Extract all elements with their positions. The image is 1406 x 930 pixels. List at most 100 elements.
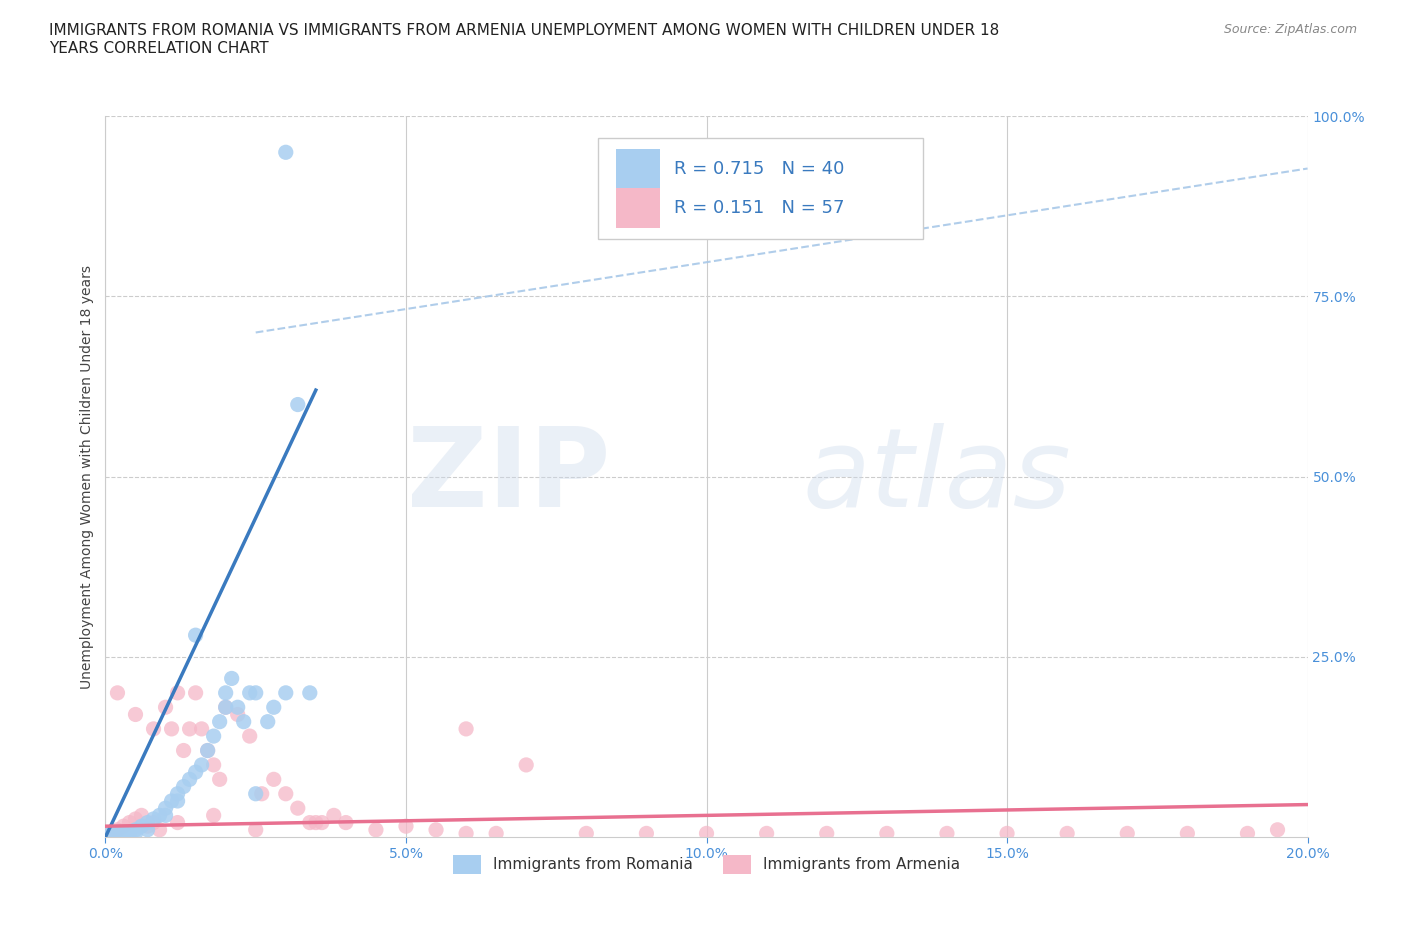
Point (1056, 826, 1078, 841)
Point (179, 722, 201, 737)
Point (184, 628, 207, 643)
Legend: Immigrants from Romania, Immigrants from Armenia: Immigrants from Romania, Immigrants from… (447, 849, 966, 880)
Point (263, 772, 285, 787)
Point (575, 826, 598, 841)
Point (250, 787, 273, 802)
Point (100, 826, 122, 841)
Point (124, 812, 146, 827)
Point (166, 815, 188, 830)
Point (184, 685, 207, 700)
Point (179, 772, 201, 787)
Point (335, 815, 357, 830)
Point (124, 826, 146, 841)
Point (197, 743, 219, 758)
Point (190, 757, 212, 772)
Text: atlas: atlas (803, 423, 1071, 530)
Point (136, 815, 159, 830)
Point (173, 779, 195, 794)
Point (298, 815, 321, 830)
Point (456, 722, 478, 737)
Point (136, 818, 159, 833)
Point (221, 671, 243, 686)
Point (274, 145, 297, 160)
Point (239, 685, 262, 700)
Point (298, 685, 321, 700)
Point (148, 822, 170, 837)
Point (155, 808, 177, 823)
Point (136, 822, 159, 837)
Point (305, 815, 328, 830)
Point (166, 685, 188, 700)
Point (245, 822, 267, 837)
Point (112, 826, 135, 841)
Point (239, 729, 262, 744)
Point (166, 793, 188, 808)
Point (256, 714, 278, 729)
Point (755, 826, 778, 841)
Point (245, 787, 267, 802)
Text: ZIP: ZIP (406, 423, 610, 530)
Point (155, 801, 177, 816)
Y-axis label: Unemployment Among Women with Children Under 18 years: Unemployment Among Women with Children U… (80, 265, 94, 688)
Point (322, 808, 344, 823)
Point (226, 707, 249, 722)
Point (1116, 826, 1139, 841)
Point (876, 826, 898, 841)
Point (515, 757, 537, 772)
Point (274, 787, 297, 802)
Point (124, 707, 146, 722)
Point (287, 801, 309, 816)
Point (232, 714, 254, 729)
Point (425, 822, 447, 837)
Point (214, 700, 236, 715)
FancyBboxPatch shape (599, 138, 922, 239)
Point (696, 826, 718, 841)
Point (1267, 822, 1289, 837)
Point (456, 826, 478, 841)
Point (245, 685, 267, 700)
Point (936, 826, 959, 841)
FancyBboxPatch shape (616, 150, 659, 190)
Point (636, 826, 658, 841)
Point (208, 714, 231, 729)
Point (395, 818, 418, 833)
Point (142, 815, 165, 830)
Point (263, 700, 285, 715)
Point (184, 764, 207, 779)
Text: IMMIGRANTS FROM ROMANIA VS IMMIGRANTS FROM ARMENIA UNEMPLOYMENT AMONG WOMEN WITH: IMMIGRANTS FROM ROMANIA VS IMMIGRANTS FR… (49, 23, 1000, 56)
Point (1177, 826, 1199, 841)
Point (364, 822, 387, 837)
Point (124, 822, 146, 837)
Point (190, 722, 212, 737)
Point (100, 826, 122, 841)
Point (226, 700, 249, 715)
Point (131, 818, 153, 833)
Point (214, 700, 236, 715)
Point (1236, 826, 1258, 841)
Point (148, 808, 170, 823)
Point (287, 397, 309, 412)
Point (112, 826, 135, 841)
Point (485, 826, 508, 841)
Point (112, 818, 135, 833)
Point (100, 826, 122, 841)
Point (107, 685, 129, 700)
Point (118, 826, 141, 841)
Point (107, 826, 129, 841)
Point (202, 757, 225, 772)
Point (131, 808, 153, 823)
Point (142, 812, 165, 827)
Point (107, 822, 129, 837)
Point (173, 743, 195, 758)
Point (202, 808, 225, 823)
Point (311, 815, 333, 830)
Point (202, 729, 225, 744)
Point (995, 826, 1018, 841)
Text: R = 0.715   N = 40: R = 0.715 N = 40 (673, 160, 845, 178)
Text: R = 0.151   N = 57: R = 0.151 N = 57 (673, 199, 845, 217)
Point (208, 772, 231, 787)
Point (142, 722, 165, 737)
Point (118, 815, 141, 830)
Point (160, 793, 183, 808)
Point (214, 685, 236, 700)
